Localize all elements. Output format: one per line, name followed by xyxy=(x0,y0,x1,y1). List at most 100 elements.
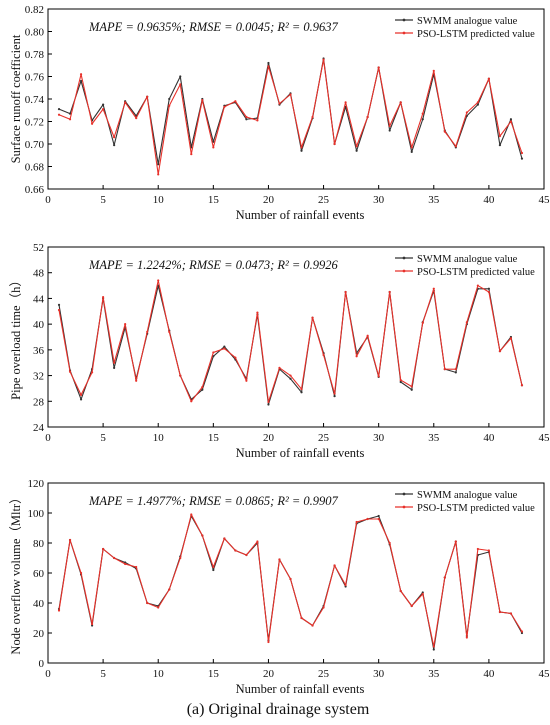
x-tick-label: 45 xyxy=(539,432,550,444)
swmm-point xyxy=(410,388,413,391)
pso-lstm-point xyxy=(201,534,204,537)
x-tick-label: 25 xyxy=(318,432,330,444)
pso-lstm-point xyxy=(421,592,424,596)
pso-lstm-point xyxy=(256,119,259,122)
x-tick-label: 5 xyxy=(100,432,106,444)
pso-lstm-point xyxy=(245,553,248,557)
x-tick-label: 15 xyxy=(208,194,220,206)
x-tick-label: 15 xyxy=(208,432,220,444)
pso-lstm-point xyxy=(234,100,237,103)
pso-lstm-point xyxy=(487,549,490,552)
y-tick-label: 0.76 xyxy=(25,72,45,84)
pso-lstm-point xyxy=(79,393,83,396)
x-tick-label: 30 xyxy=(373,194,385,206)
pso-lstm-point xyxy=(322,58,325,61)
pso-lstm-point xyxy=(168,588,171,591)
pso-lstm-point xyxy=(57,113,61,116)
plot-frame xyxy=(47,246,545,428)
x-tick-label: 45 xyxy=(539,194,550,206)
y-tick-label: 44 xyxy=(33,293,45,305)
swmm-point xyxy=(520,157,524,160)
swmm-point xyxy=(245,118,248,121)
swmm-point xyxy=(432,648,435,651)
pso-lstm-point xyxy=(520,630,524,633)
x-tick-label: 10 xyxy=(153,668,165,680)
y-tick-label: 48 xyxy=(33,268,45,280)
pso-lstm-point xyxy=(311,624,314,627)
pso-lstm-point xyxy=(157,173,160,176)
y-tick-label: 40 xyxy=(33,319,45,331)
pso-lstm-point xyxy=(90,622,94,626)
pso-lstm-point xyxy=(289,93,292,96)
y-tick-label: 52 xyxy=(33,242,44,254)
pso-lstm-point xyxy=(498,135,502,138)
pso-lstm-point xyxy=(223,347,226,350)
y-tick-label: 36 xyxy=(33,345,45,357)
pso-lstm-point xyxy=(300,616,303,620)
pso-lstm-point xyxy=(476,101,479,104)
chart-surface-runoff: 0 5 10 15 20 25 30 35 40 45 0.66 0.68 0.70 0.72 0.74 0.… xyxy=(9,4,550,222)
chart-pipe-overload: 0 5 10 15 20 25 30 35 40 45 24 28 32 36 40 44 48 52 Number… xyxy=(9,242,550,460)
swmm-point xyxy=(267,61,270,65)
pso-lstm-point xyxy=(57,308,61,312)
pso-lstm-point xyxy=(179,83,182,86)
legend-label: SWMM analogue value xyxy=(417,490,518,501)
swmm-point xyxy=(476,103,479,106)
pso-lstm-point xyxy=(333,142,336,146)
x-tick-label: 0 xyxy=(45,668,51,680)
pso-lstm-point xyxy=(355,145,358,148)
legend-marker xyxy=(402,505,406,509)
pso-lstm-point xyxy=(256,540,259,543)
y-axis-label: Surface runoff coefficient xyxy=(9,34,23,163)
pso-lstm-point xyxy=(179,374,182,377)
y-tick-label: 0.82 xyxy=(25,4,44,16)
pso-lstm-point xyxy=(421,112,424,115)
pso-lstm-point xyxy=(333,564,336,567)
pso-lstm-point xyxy=(146,601,149,605)
legend-label: PSO-LSTM predicted value xyxy=(417,267,535,278)
pso-lstm-point xyxy=(399,378,402,382)
x-tick-label: 15 xyxy=(208,668,220,680)
pso-lstm-point xyxy=(212,565,215,569)
pso-lstm-point xyxy=(124,101,127,104)
pso-lstm-point xyxy=(146,95,149,98)
pso-lstm-point xyxy=(311,115,314,119)
swmm-point xyxy=(509,118,513,121)
pso-lstm-point xyxy=(190,153,193,156)
pso-lstm-point xyxy=(520,384,524,387)
swmm-point xyxy=(212,568,215,572)
pso-lstm-point xyxy=(102,108,105,111)
pso-lstm-point xyxy=(487,290,490,294)
pso-lstm-point xyxy=(399,101,402,104)
series-line-pso-lstm xyxy=(58,59,523,175)
y-tick-label: 0.72 xyxy=(25,117,44,129)
pso-lstm-point xyxy=(212,351,215,354)
pso-lstm-point xyxy=(355,355,358,358)
swmm-point xyxy=(399,380,402,384)
pso-lstm-point xyxy=(135,117,138,120)
pso-lstm-point xyxy=(443,368,446,371)
pso-lstm-point xyxy=(190,400,193,403)
y-tick-label: 0.80 xyxy=(25,27,45,39)
x-tick-label: 0 xyxy=(45,432,51,444)
y-tick-label: 60 xyxy=(33,568,45,580)
x-tick-label: 35 xyxy=(428,432,440,444)
pso-lstm-point xyxy=(498,350,502,353)
pso-lstm-point xyxy=(410,146,413,149)
swmm-point xyxy=(212,140,215,143)
swmm-point xyxy=(157,163,160,166)
pso-lstm-point xyxy=(454,368,457,371)
pso-lstm-point xyxy=(344,583,347,587)
y-axis-label: Node overflow volume（Mltr） xyxy=(9,491,23,654)
legend-label: PSO-LSTM predicted value xyxy=(417,503,535,514)
pso-lstm-point xyxy=(344,101,347,104)
pso-lstm-point xyxy=(157,606,160,609)
pso-lstm-point xyxy=(454,145,457,148)
x-axis-label: Number of rainfall events xyxy=(236,446,365,460)
y-tick-label: 80 xyxy=(33,538,45,550)
pso-lstm-point xyxy=(377,66,380,69)
metrics-annotation: MAPE = 1.4977%; RMSE = 0.0865; R² = 0.99… xyxy=(88,494,339,508)
pso-lstm-point xyxy=(289,577,292,581)
pso-lstm-point xyxy=(487,77,490,80)
